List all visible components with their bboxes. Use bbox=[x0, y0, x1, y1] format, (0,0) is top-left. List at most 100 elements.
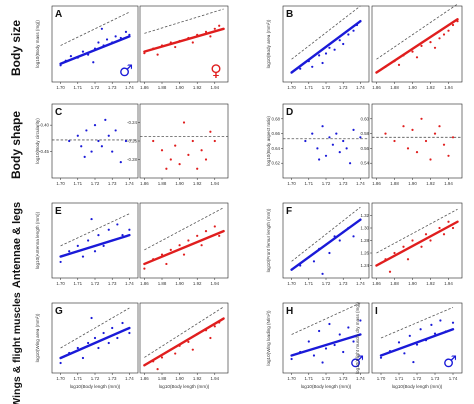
data-point bbox=[68, 139, 71, 143]
row-label-wings-flight-muscles: Wings & flight muscles bbox=[11, 292, 23, 404]
data-point bbox=[204, 158, 208, 161]
data-point bbox=[187, 239, 190, 242]
data-point bbox=[420, 117, 423, 120]
data-point bbox=[411, 50, 414, 53]
x-tick-label: 1.94 bbox=[211, 376, 220, 381]
data-point bbox=[174, 352, 177, 355]
x-tick-label: 1.72 bbox=[91, 376, 100, 381]
regression-line bbox=[143, 317, 225, 367]
y-tick-label: 1.30 bbox=[360, 226, 369, 231]
data-point bbox=[438, 37, 441, 40]
data-point bbox=[324, 243, 328, 246]
x-tick-label: 1.73 bbox=[431, 376, 440, 381]
reference-line bbox=[376, 208, 458, 254]
reference-line bbox=[144, 306, 224, 358]
data-point bbox=[419, 328, 422, 331]
y-axis-label: log10(Front femur length (mm)) bbox=[266, 208, 271, 272]
data-point bbox=[92, 61, 95, 64]
x-axis-label: log10(Body length (mm)) bbox=[392, 384, 443, 389]
x-tick-label: 1.92 bbox=[426, 181, 435, 186]
data-point bbox=[338, 151, 341, 154]
data-point bbox=[345, 147, 348, 150]
data-point bbox=[447, 220, 450, 223]
regression-line bbox=[379, 328, 455, 357]
y-axis-label: log10(Antenna length (mm)) bbox=[35, 211, 40, 269]
x-axis-label: log10(Body length (mm)) bbox=[159, 384, 210, 389]
x-tick-label: 1.71 bbox=[74, 376, 83, 381]
y-tick-label: 0.58 bbox=[360, 131, 369, 136]
data-point bbox=[312, 260, 316, 263]
data-point bbox=[143, 52, 146, 55]
data-point bbox=[97, 41, 100, 44]
data-point bbox=[328, 136, 331, 139]
panel-label: D bbox=[286, 107, 293, 118]
data-point bbox=[379, 356, 383, 359]
x-tick-label: 1.90 bbox=[408, 85, 417, 90]
x-tick-label: 1.70 bbox=[56, 181, 65, 186]
data-point bbox=[316, 147, 319, 150]
chart-panel-1: 1.86 1.88 1.90 1.92 1.94 ♀ bbox=[139, 5, 229, 90]
x-tick-label: 1.90 bbox=[175, 281, 184, 286]
x-tick-label: 1.70 bbox=[287, 85, 296, 90]
plot-frame bbox=[371, 302, 463, 374]
data-point bbox=[111, 150, 114, 153]
x-tick-label: 1.88 bbox=[390, 85, 399, 90]
data-point bbox=[90, 316, 93, 320]
reference-line bbox=[376, 3, 458, 60]
data-point bbox=[415, 343, 419, 346]
data-point bbox=[433, 132, 437, 135]
chart-panel-14: 1.70 1.71 1.72 1.73 1.74 H ♂ log10(Wing loading… bbox=[266, 302, 370, 389]
data-point bbox=[200, 149, 203, 152]
y-axis-label: log10(Body circularity) bbox=[35, 118, 40, 164]
data-point bbox=[107, 341, 110, 345]
y-tick-label: -0.45 bbox=[39, 149, 50, 154]
data-point bbox=[196, 234, 199, 237]
panel-grid: 1.70 1.71 1.72 1.73 1.74 A ♂ log10(Body mass (m… bbox=[35, 3, 463, 389]
y-tick-label: 0.60 bbox=[360, 116, 369, 121]
x-tick-label: 1.72 bbox=[322, 85, 331, 90]
plot-frame bbox=[371, 103, 463, 179]
chart-panel-9: 1.86 1.88 1.90 1.92 1.94 bbox=[139, 202, 229, 286]
data-point bbox=[402, 245, 405, 248]
regression-line bbox=[375, 18, 459, 74]
chart-panel-3: 1.86 1.88 1.90 1.92 1.94 bbox=[371, 3, 463, 90]
data-point bbox=[187, 340, 190, 343]
plot-frame bbox=[282, 302, 370, 374]
data-point bbox=[160, 44, 164, 47]
data-point bbox=[342, 139, 345, 143]
data-point bbox=[169, 248, 172, 251]
data-point bbox=[318, 158, 321, 161]
data-point bbox=[152, 258, 155, 261]
data-point bbox=[218, 234, 221, 237]
data-point bbox=[393, 139, 396, 143]
x-tick-label: 1.70 bbox=[287, 181, 296, 186]
y-tick-label: 0.54 bbox=[360, 161, 369, 166]
x-tick-label: 1.73 bbox=[108, 376, 117, 381]
data-point bbox=[76, 134, 79, 137]
data-point bbox=[393, 251, 396, 255]
x-tick-label: 1.70 bbox=[377, 376, 386, 381]
data-point bbox=[312, 354, 316, 357]
data-point bbox=[204, 329, 208, 332]
data-point bbox=[402, 125, 405, 128]
y-axis-label: log10(Flight muscle dry mass (mg)) bbox=[355, 302, 360, 374]
data-point bbox=[59, 64, 62, 67]
y-tick-label: 0.62 bbox=[271, 161, 280, 166]
data-point bbox=[213, 139, 216, 143]
plot-frame bbox=[139, 5, 229, 83]
data-point bbox=[352, 128, 355, 131]
data-point bbox=[352, 29, 355, 32]
x-tick-label: 1.88 bbox=[158, 281, 167, 286]
data-point bbox=[156, 53, 159, 56]
data-point bbox=[76, 56, 79, 59]
regression-line bbox=[143, 27, 225, 53]
x-tick-label: 1.73 bbox=[339, 376, 348, 381]
row-label-body-shape: Body shape bbox=[9, 111, 23, 179]
data-point bbox=[160, 253, 164, 256]
data-point bbox=[152, 47, 155, 50]
data-point bbox=[156, 368, 159, 371]
y-tick-label: -0.28 bbox=[127, 157, 138, 162]
data-point bbox=[384, 65, 387, 68]
